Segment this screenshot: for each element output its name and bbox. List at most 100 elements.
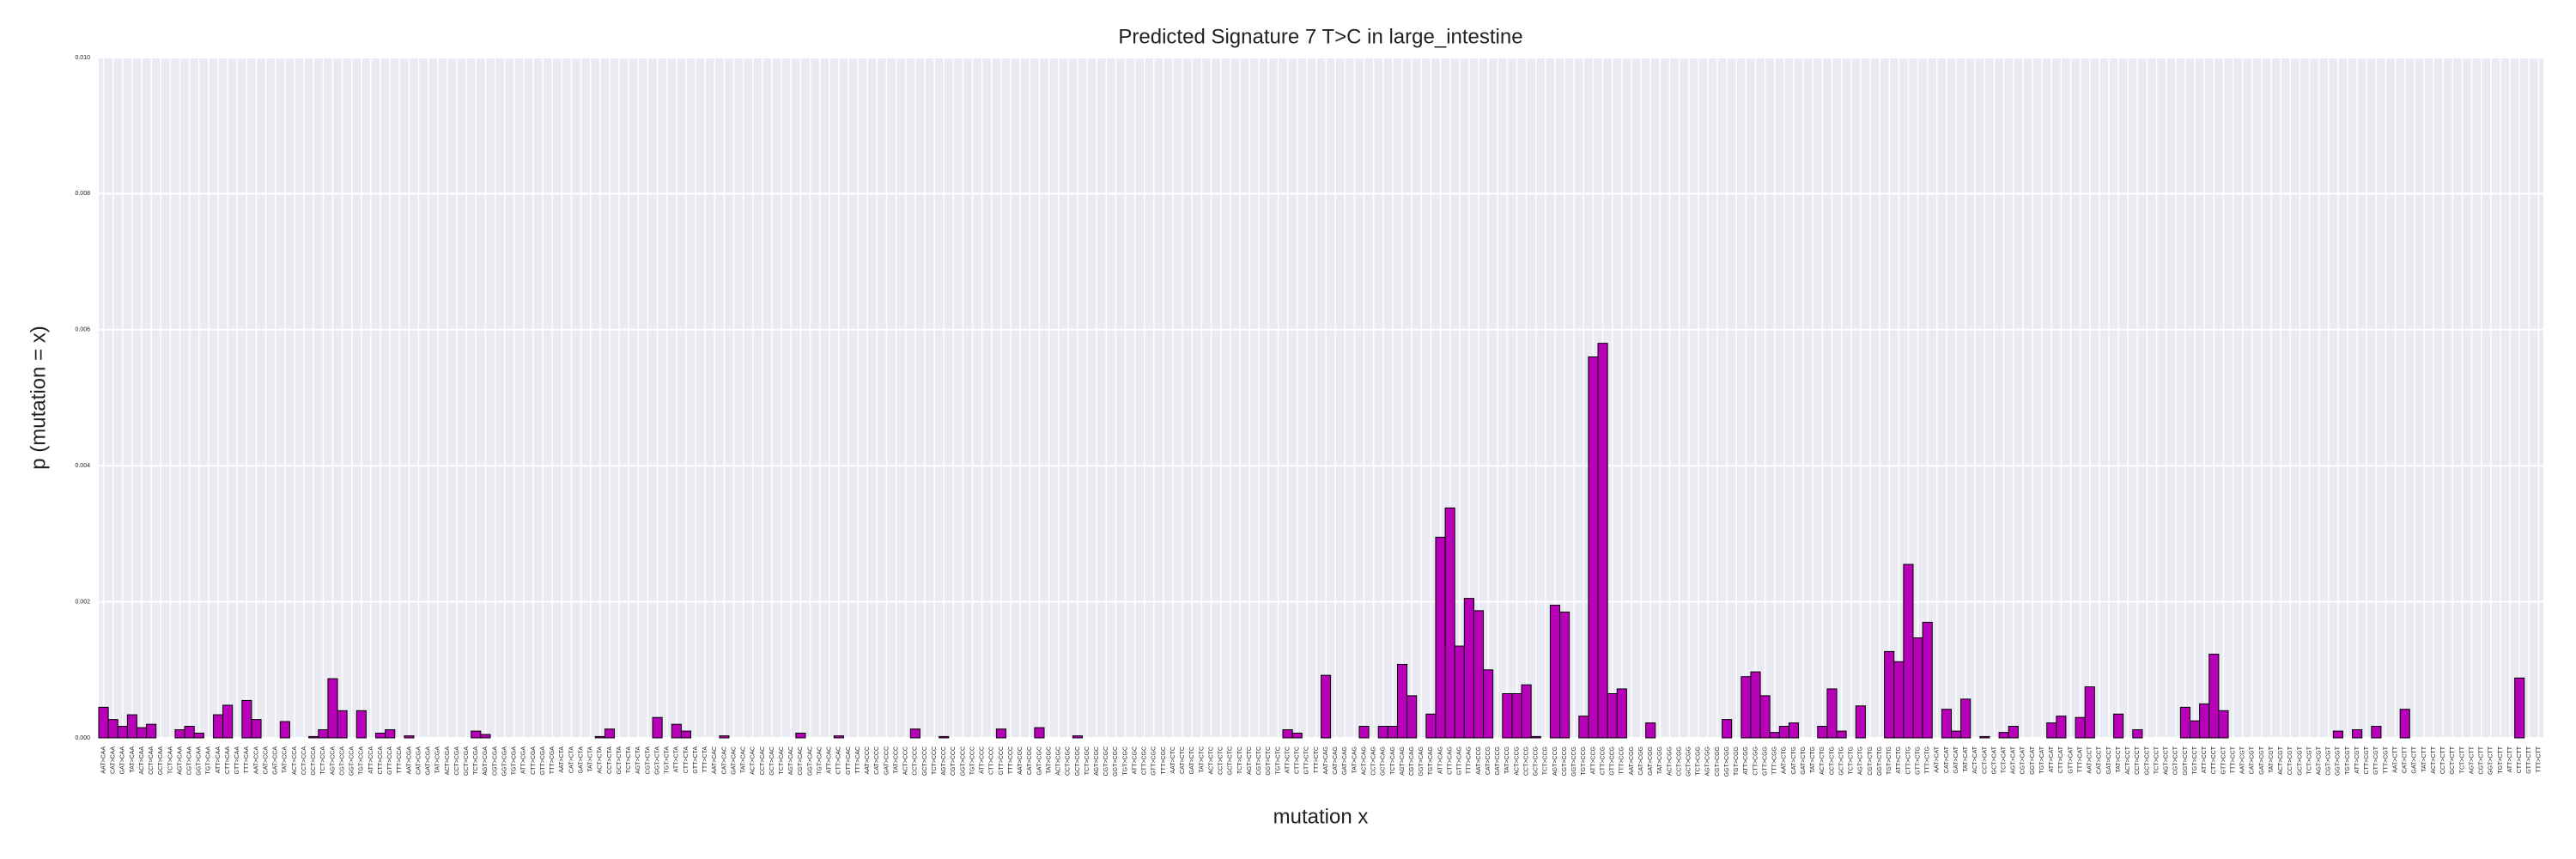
x-tick-label: TGT>CGC (1122, 746, 1128, 776)
x-tick-label: TAT>CTG (1810, 746, 1816, 773)
x-tick-label: TGT>CAG (1428, 746, 1434, 775)
x-tick-label: GTT>CGC (1151, 746, 1157, 776)
bar (2190, 720, 2201, 739)
y-tick-label: 0.008 (75, 191, 90, 197)
bar (1998, 732, 2009, 739)
x-tick-label: CCT>CCT (2135, 746, 2141, 775)
bar (318, 728, 329, 739)
x-tick-label: ATT>CGG (1743, 746, 1749, 775)
x-tick-label: TAT>CCC (893, 746, 899, 773)
x-tick-label: ATT>CCC (980, 746, 986, 774)
bar (1788, 722, 1800, 739)
x-tick-label: TGT>CTA (665, 746, 671, 774)
x-tick-label: GTT>CCA (387, 746, 393, 775)
bar (404, 735, 415, 739)
x-tick-label: CCT>CGA (454, 746, 460, 776)
x-tick-label: CAT>CGA (416, 746, 422, 775)
bar (719, 735, 730, 739)
x-tick-label: TAT>CAT (1963, 746, 1969, 771)
x-tick-label: TTT>CAG (1467, 746, 1473, 774)
x-tick-label: GGT>CTC (1266, 746, 1272, 776)
bar (833, 735, 844, 739)
x-tick-label: CCT>CTT (2440, 746, 2446, 774)
x-tick-label: TAT>CTA (588, 746, 594, 772)
bar (1912, 637, 1923, 739)
x-tick-label: GAT>CCC (884, 746, 890, 775)
bar (1960, 698, 1971, 739)
bar (136, 727, 148, 739)
x-tick-label: CTT>CGA (531, 746, 537, 775)
x-tick-label: CAT>CTT (2403, 746, 2409, 773)
x-tick-label: CAT>CGC (1027, 746, 1033, 775)
x-tick-label: AGT>CGC (1094, 746, 1100, 776)
x-tick-label: CCT>CAG (1371, 746, 1377, 776)
x-tick-label: GGT>CCG (1571, 746, 1577, 777)
x-tick-label: CAT>CCG (1485, 746, 1492, 775)
x-tick-label: TTT>CAA (244, 746, 250, 774)
x-tick-label: CGT>CAA (186, 746, 192, 776)
x-tick-label: AGT>CGA (483, 746, 489, 776)
x-tick-label: CCT>CTG (1829, 746, 1835, 775)
bar (1473, 610, 1485, 739)
x-tick-label: GTT>CCG (1610, 746, 1616, 776)
x-tick-label: TTT>CTG (1925, 746, 1931, 774)
x-tick-label: CTT>CAA (225, 746, 231, 774)
x-tick-label: TAT>CAC (741, 746, 747, 773)
x-tick-label: TTT>CCC (1008, 746, 1014, 774)
chart-title: Predicted Signature 7 T>C in large_intes… (1118, 25, 1522, 48)
bar (1741, 676, 1752, 739)
bar (680, 730, 692, 739)
x-tick-label: AGT>CCA (330, 746, 336, 776)
x-tick-label: GTT>CAA (234, 746, 240, 775)
x-tick-label: CTT>CCT (2211, 746, 2217, 774)
x-tick-label: AGT>CTA (635, 746, 641, 774)
x-tick-label: TAT>CGA (435, 746, 441, 774)
x-tick-label: AAT>CTG (1782, 746, 1788, 774)
x-tick-label: GAT>CAG (1342, 746, 1348, 775)
x-tick-label: GGT>CAC (807, 746, 813, 776)
x-tick-label: GAT>CTA (578, 746, 584, 774)
bar (1387, 726, 1398, 739)
x-tick-label: GGT>CTA (654, 746, 660, 775)
bar (1941, 709, 1952, 739)
bar (1645, 722, 1656, 739)
x-tick-label: AGT>CGT (2316, 746, 2322, 775)
x-tick-label: ACT>CGT (2278, 746, 2284, 775)
bar (1722, 719, 1733, 739)
bar (2113, 713, 2124, 739)
bar (308, 735, 319, 739)
bars (98, 343, 2525, 739)
x-tick-label: TCT>CGA (473, 746, 479, 775)
bar (1511, 693, 1522, 739)
x-tick-label: GTT>CGG (1762, 746, 1768, 776)
bar (1521, 684, 1532, 739)
x-tick-label: CCT>CAT (1982, 746, 1988, 774)
bar (1750, 671, 1761, 739)
bar (174, 728, 185, 739)
x-tick-label: GGT>CCA (349, 746, 355, 776)
x-tick-label: CTT>CCC (989, 746, 995, 775)
y-axis-label: p (mutation = x) (27, 326, 50, 469)
x-tick-label: CCT>CGG (1676, 746, 1682, 776)
x-tick-label: GGT>CAA (197, 746, 203, 776)
x-tick-label: ACT>CAG (1361, 746, 1367, 775)
x-tick-label: CAT>CAC (721, 746, 727, 774)
x-tick-label: CGT>CAT (2020, 746, 2026, 774)
x-tick-label: TGT>CAC (817, 746, 823, 775)
x-tick-label: TGT>CCC (969, 746, 975, 775)
bar (2332, 730, 2343, 739)
x-tick-label: TCT>CTG (1849, 746, 1855, 774)
x-tick-label: CGT>CTC (1256, 746, 1262, 775)
bar (2046, 722, 2057, 739)
bar (909, 728, 920, 739)
y-tick-label: 0.004 (75, 463, 90, 469)
x-tick-label: TCT>CGT (2306, 746, 2312, 774)
x-tick-label: CCT>CCC (913, 746, 919, 776)
x-tick-label: GGT>CGC (1113, 746, 1119, 777)
x-tick-label: CTT>CTA (683, 746, 690, 774)
x-tick-label: CCT>CAC (760, 746, 766, 775)
x-tick-label: GTT>CGA (540, 746, 546, 776)
x-tick-label: CCT>CCG (1523, 746, 1529, 776)
x-tick-label: TCT>CAG (1390, 746, 1396, 775)
